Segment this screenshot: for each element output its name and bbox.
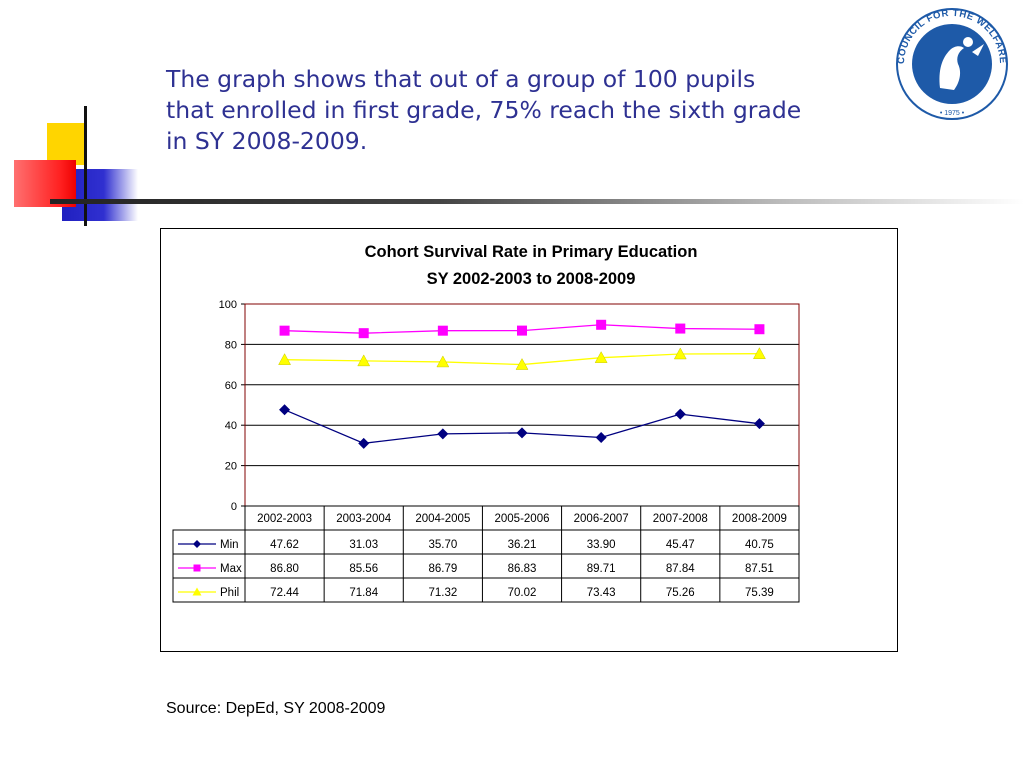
x-tick-label: 2005-2006 [495, 513, 550, 525]
table-body [172, 529, 800, 603]
legend-label-min: Min [220, 539, 239, 551]
point-phil [673, 347, 687, 360]
data-label-min: 45.47 [666, 539, 695, 551]
deco-yellow-square [47, 123, 87, 165]
chart-title: Cohort Survival Rate in Primary Educatio… [365, 243, 698, 261]
title-rule [50, 199, 1024, 204]
data-label-phil: 72.44 [270, 587, 299, 599]
point-min [516, 427, 528, 439]
point-min [358, 437, 370, 449]
y-tick-label: 40 [225, 420, 237, 432]
x-tick-label: 2002-2003 [257, 513, 312, 525]
data-label-min: 40.75 [745, 539, 774, 551]
point-min [753, 418, 765, 430]
data-label-max: 85.56 [349, 563, 378, 575]
data-label-max: 86.80 [270, 563, 299, 575]
point-phil [436, 355, 450, 368]
data-label-min: 33.90 [587, 539, 616, 551]
data-label-min: 47.62 [270, 539, 299, 551]
point-phil [753, 347, 766, 359]
x-tick-label: 2003-2004 [336, 513, 392, 525]
data-label-phil: 71.84 [349, 587, 378, 599]
y-tick-label: 0 [231, 501, 237, 513]
data-label-phil: 75.26 [666, 587, 695, 599]
data-label-max: 87.51 [745, 563, 774, 575]
data-label-max: 86.83 [508, 563, 537, 575]
point-phil [594, 351, 608, 363]
slide-heading: The graph shows that out of a group of 1… [166, 65, 802, 155]
point-min [674, 408, 686, 420]
source-note: Source: DepEd, SY 2008-2009 [166, 700, 386, 717]
point-max [358, 328, 369, 339]
point-phil [357, 354, 371, 367]
point-min [279, 404, 291, 416]
y-tick-label: 20 [225, 461, 237, 473]
x-tick-label: 2008-2009 [732, 513, 787, 525]
data-label-max: 86.79 [428, 563, 457, 575]
x-tick-label: 2004-2005 [415, 513, 470, 525]
data-label-max: 89.71 [587, 563, 616, 575]
point-max [517, 325, 527, 336]
chart-panel: Cohort Survival Rate in Primary Educatio… [160, 228, 898, 652]
point-phil [278, 353, 291, 365]
y-tick-label: 80 [225, 339, 237, 351]
point-max [279, 325, 290, 336]
legend-marker [193, 540, 201, 548]
chart-svg: Cohort Survival Rate in Primary Educatio… [172, 243, 800, 603]
data-label-min: 31.03 [349, 539, 378, 551]
y-tick-label: 60 [225, 380, 237, 392]
x-tick-label: 2007-2008 [653, 513, 708, 525]
legend-label-max: Max [220, 563, 242, 575]
data-label-phil: 70.02 [508, 587, 537, 599]
data-label-phil: 75.39 [745, 587, 774, 599]
y-tick-label: 100 [219, 299, 237, 311]
point-min [595, 432, 607, 444]
legend-marker [193, 564, 201, 572]
data-label-phil: 73.43 [587, 587, 616, 599]
data-label-max: 87.84 [666, 563, 695, 575]
data-label-min: 36.21 [508, 539, 537, 551]
chart-subtitle: SY 2002-2003 to 2008-2009 [427, 270, 636, 288]
legend-label-phil: Phil [220, 587, 239, 599]
point-phil [515, 358, 529, 370]
point-max [596, 319, 607, 330]
x-tick-label: 2006-2007 [574, 513, 629, 525]
point-max [754, 324, 765, 335]
point-min [437, 428, 449, 440]
point-max [437, 325, 448, 336]
data-label-min: 35.70 [428, 539, 457, 551]
logo-year: • 1975 • [940, 110, 965, 117]
point-max [675, 323, 686, 334]
data-label-phil: 71.32 [428, 587, 457, 599]
cwc-logo: COUNCIL FOR THE WELFARE OF CHILDREN • 19… [880, 0, 1008, 120]
legend-marker [192, 587, 202, 596]
deco-vertical-line [84, 106, 87, 226]
